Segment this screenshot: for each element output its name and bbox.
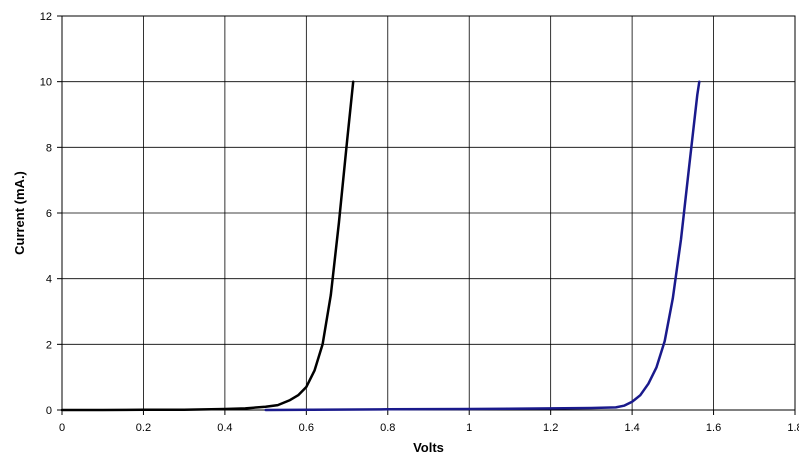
x-tick-label: 0.4	[217, 422, 232, 434]
y-tick-label: 10	[40, 77, 52, 89]
x-tick-label: 1.6	[706, 422, 721, 434]
grid-lines	[62, 16, 795, 410]
x-tick-label: 0.2	[136, 422, 151, 434]
x-tick-label: 1.2	[543, 422, 558, 434]
series-line-2	[264, 80, 701, 412]
x-tick-label: 1	[466, 422, 472, 434]
x-tick-label: 1.8	[787, 422, 799, 434]
x-tick-label: 1.4	[624, 422, 639, 434]
y-tick-label: 12	[40, 11, 52, 23]
series-layer	[60, 80, 701, 412]
y-tick-label: 2	[46, 339, 52, 351]
y-tick-label: 4	[46, 274, 52, 286]
series-line-1	[60, 80, 355, 412]
y-axis-label: Current (mA.)	[12, 171, 27, 255]
x-tick-label: 0.6	[299, 422, 314, 434]
y-tick-label: 0	[46, 405, 52, 417]
x-tick-label: 0.8	[380, 422, 395, 434]
x-axis-ticks: 0 0.2 0.4 0.6 0.8 1 1.2 1.4 1.6 1.8	[59, 410, 799, 434]
y-tick-label: 6	[46, 208, 52, 220]
x-axis-label: Volts	[413, 440, 444, 455]
x-tick-label: 0	[59, 422, 65, 434]
y-tick-label: 8	[46, 142, 52, 154]
